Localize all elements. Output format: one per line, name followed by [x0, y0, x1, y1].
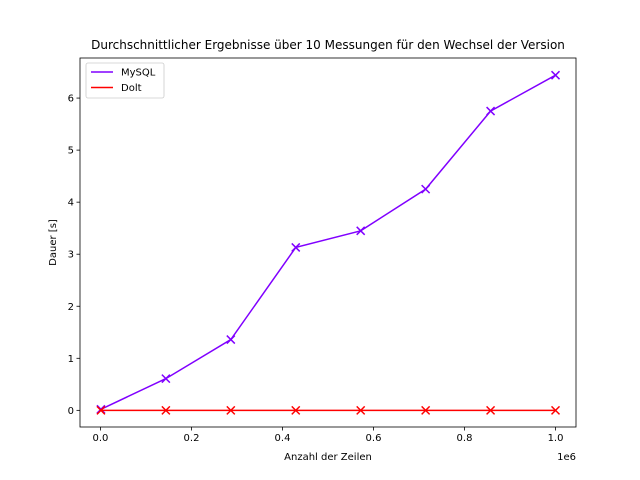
x-tick-label: 1.0: [548, 433, 564, 444]
x-axis: 0.0 0.2 0.4 0.6 0.8 1.0: [93, 427, 564, 444]
x-tick-label: 0.8: [457, 433, 473, 444]
y-axis: 0 1 2 3 4 5 6: [68, 94, 80, 417]
data-point: [161, 374, 171, 384]
plot-area: [96, 70, 561, 415]
data-point: [486, 106, 496, 116]
data-point: [291, 405, 301, 415]
data-point: [161, 405, 171, 415]
x-tick-label: 0.2: [184, 433, 200, 444]
x-axis-label: Anzahl der Zeilen: [284, 452, 372, 463]
axes-frame: [79, 57, 577, 428]
x-tick-label: 0.4: [275, 433, 291, 444]
data-point: [226, 405, 236, 415]
y-tick-label: 6: [68, 94, 74, 105]
series-line: [100, 74, 556, 410]
data-point: [356, 226, 366, 236]
data-point: [421, 184, 431, 194]
y-tick-label: 5: [68, 146, 74, 157]
legend-label: MySQL: [121, 68, 156, 79]
legend: MySQL Dolt: [85, 62, 165, 99]
x-tick-label: 0.0: [93, 433, 109, 444]
x-tick-label: 0.6: [366, 433, 382, 444]
data-point: [226, 335, 236, 345]
data-point: [96, 405, 106, 415]
data-point: [421, 405, 431, 415]
data-point: [486, 405, 496, 415]
y-tick-label: 1: [68, 354, 74, 365]
data-point: [550, 405, 561, 415]
series-mysql: [96, 70, 561, 414]
chart-title: Durchschnittlicher Ergebnisse über 10 Me…: [91, 38, 565, 52]
y-axis-label: Dauer [s]: [48, 219, 59, 266]
legend-label: Dolt: [121, 83, 142, 94]
y-tick-label: 4: [68, 198, 74, 209]
y-tick-label: 3: [68, 250, 74, 261]
data-point: [550, 70, 561, 80]
data-point: [291, 242, 301, 252]
data-point: [356, 405, 366, 415]
x-axis-offset-label: 1e6: [557, 452, 576, 463]
series-dolt: [96, 405, 561, 415]
y-tick-label: 0: [68, 406, 74, 417]
y-tick-label: 2: [68, 302, 74, 313]
